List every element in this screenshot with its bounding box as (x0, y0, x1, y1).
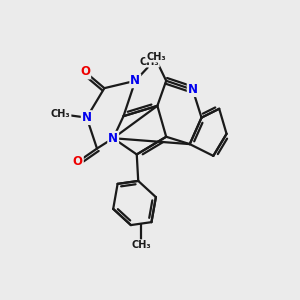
Text: N: N (108, 132, 118, 145)
Text: CH₃: CH₃ (131, 240, 151, 250)
Text: N: N (130, 74, 140, 87)
Text: CH₃: CH₃ (146, 52, 166, 62)
Text: CH₃: CH₃ (139, 57, 159, 67)
Text: CH₃: CH₃ (51, 109, 70, 119)
Text: O: O (80, 65, 90, 79)
Text: N: N (188, 83, 198, 96)
Text: N: N (82, 111, 92, 124)
Text: O: O (73, 155, 83, 168)
